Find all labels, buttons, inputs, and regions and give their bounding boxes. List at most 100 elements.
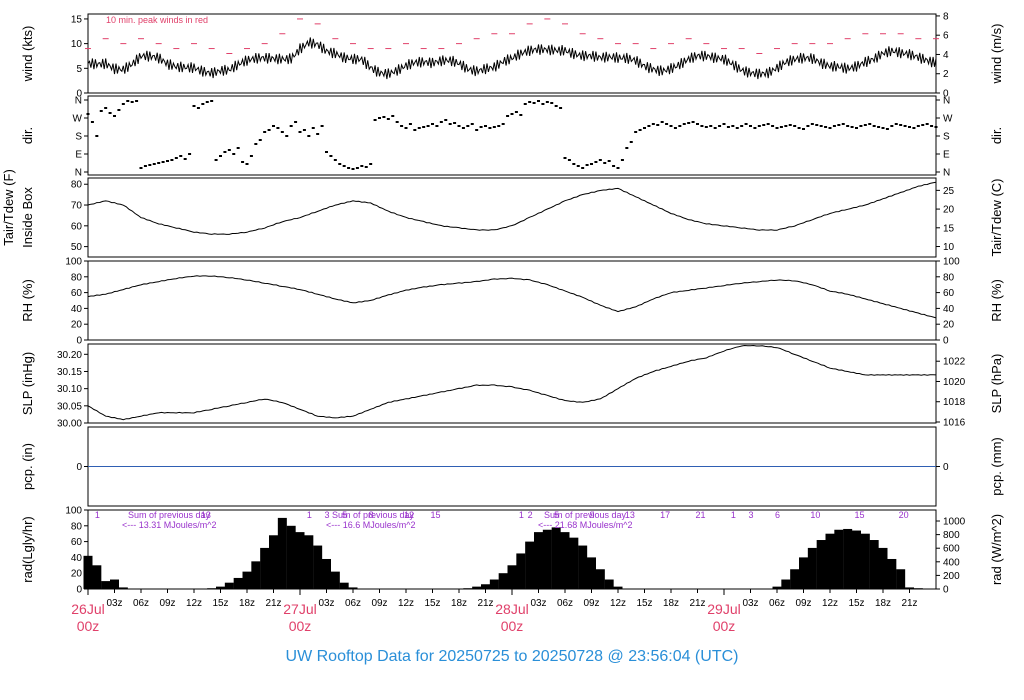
wind-direction-point (466, 125, 470, 127)
wind-direction-point (382, 116, 386, 118)
wind-ytick-label-right: 2 (943, 69, 949, 80)
x-tick-label: 03z (106, 598, 122, 609)
rh-ytick-label-right: 80 (943, 272, 955, 283)
wind-direction-point (749, 125, 752, 127)
wind-direction-point (391, 115, 395, 117)
wind-direction-point (841, 123, 845, 125)
wind-direction-point (113, 115, 116, 117)
radiation-hour-mark: 15 (431, 510, 441, 520)
wind-direction-point (625, 147, 629, 149)
wind-direction-point (210, 100, 214, 102)
panel-wind: wind (kts) wind (m/s) 0 5 10 15 0 2 4 6 8 10 min. p… (20, 11, 1004, 99)
wind-direction-point (431, 123, 434, 125)
radiation-bar (781, 579, 791, 589)
radiation-bar (816, 540, 826, 589)
radiation-hour-mark: 13 (625, 510, 635, 520)
radiation-hour-mark: 12 (404, 510, 414, 520)
x-tick-label: 06z (557, 598, 573, 609)
radiation-bar (587, 557, 596, 589)
wind-direction-point (651, 123, 655, 125)
panel-rh: RH (%) RH (%) 0 20 40 60 80 100 0 20 40 60 80 100 (20, 257, 1004, 347)
wind-direction-point (673, 127, 677, 129)
dir-ytick-label-left: S (75, 132, 82, 143)
wind-annotation: 10 min. peak winds in red (106, 15, 208, 25)
x-axis: 03z 06z 09z 12z 15z 18z 21z 03z 06z 09z 12z 15z 18z 2… (71, 589, 918, 634)
radiation-hour-mark: 20 (899, 510, 909, 520)
panel-rad: rad(Lgly/hr) rad (W/m^2)02040608010002004… (20, 506, 1004, 596)
tair-ytick-label-right: 25 (943, 186, 955, 197)
wind-direction-point (316, 133, 320, 135)
wind-direction-point (161, 161, 165, 163)
radiation-bar (560, 532, 570, 589)
dir-ytick-label-right: E (943, 150, 950, 161)
radiation-sum-label: Sum of previous day (128, 510, 211, 520)
radiation-bar (604, 579, 614, 589)
rad-ytick-label-right: 1000 (943, 517, 966, 528)
radiation-bar (322, 558, 331, 589)
wind-direction-point (519, 114, 523, 116)
radiation-bar (534, 532, 543, 589)
wind-direction-point (148, 164, 152, 166)
wind-direction-point (894, 123, 898, 125)
radiation-hour-mark: 1 (307, 510, 312, 520)
wind-direction-point (832, 125, 836, 127)
radiation-bar (463, 588, 473, 589)
wind-direction-point (143, 165, 147, 167)
x-tick-label: 09z (159, 598, 175, 609)
rh-ytick-label-right: 100 (943, 257, 960, 268)
radiation-hour-mark: 10 (810, 510, 820, 520)
dir-ytick-label-right: S (943, 132, 950, 143)
wind-direction-point (846, 125, 850, 127)
wind-direction-point (453, 122, 457, 124)
wind-direction-point (479, 126, 483, 128)
slp-ytick-label-right: 1022 (943, 357, 966, 368)
radiation-bar (613, 586, 623, 589)
rad-ytick-label-left: 20 (71, 569, 83, 580)
x-tick-label: 03z (318, 598, 334, 609)
wind-direction-point (612, 165, 616, 167)
wind-direction-point (590, 163, 593, 165)
wind-direction-point (439, 121, 443, 123)
wind-direction-point (700, 125, 704, 127)
wind-direction-point (921, 124, 925, 126)
wind-direction-point (868, 123, 872, 125)
wind-direction-point (687, 122, 691, 124)
wind-direction-point (245, 163, 249, 165)
dir-ytick-label-left: N (75, 168, 82, 179)
x-tick-label: 12z (822, 598, 838, 609)
wind-direction-point (572, 163, 576, 165)
tair-ytick-label-right: 15 (943, 223, 955, 234)
wind-direction-point (99, 110, 103, 112)
wind-direction-point (117, 109, 121, 111)
wind-direction-point (188, 153, 192, 155)
radiation-bar (887, 558, 897, 589)
tair-ytick-label-left: 60 (71, 221, 83, 232)
radiation-hour-mark: 6 (775, 510, 780, 520)
wind-direction-point (152, 163, 156, 165)
x-tick-label: 18z (875, 598, 891, 609)
wind-direction-point (426, 125, 430, 127)
slp-ytick-label-left: 30.15 (57, 367, 82, 378)
wind-direction-point (157, 162, 161, 164)
wind-ytick-label-left: 5 (76, 64, 82, 75)
x-tick-label: 18z (451, 598, 467, 609)
x-tick-label: 18z (239, 598, 255, 609)
radiation-bar (516, 553, 526, 589)
wind-direction-point (360, 165, 364, 167)
x-tick-label: 21z (265, 598, 281, 609)
wind-direction-point (598, 159, 602, 161)
wind-direction-point (788, 124, 792, 126)
radiation-bar (216, 586, 225, 589)
wind-direction-point (448, 123, 452, 125)
wind-direction-point (828, 127, 832, 129)
x-tick-label: 12z (610, 598, 626, 609)
wind-direction-point (325, 151, 328, 153)
wind-direction-point (607, 160, 611, 162)
rad-ytick-label-left: 80 (71, 521, 83, 532)
wind-direction-point (280, 131, 284, 133)
wind-direction-point (320, 125, 324, 127)
radiation-hour-mark: 1 (731, 510, 736, 520)
wind-direction-point (166, 160, 169, 162)
wind-direction-point (559, 107, 563, 109)
